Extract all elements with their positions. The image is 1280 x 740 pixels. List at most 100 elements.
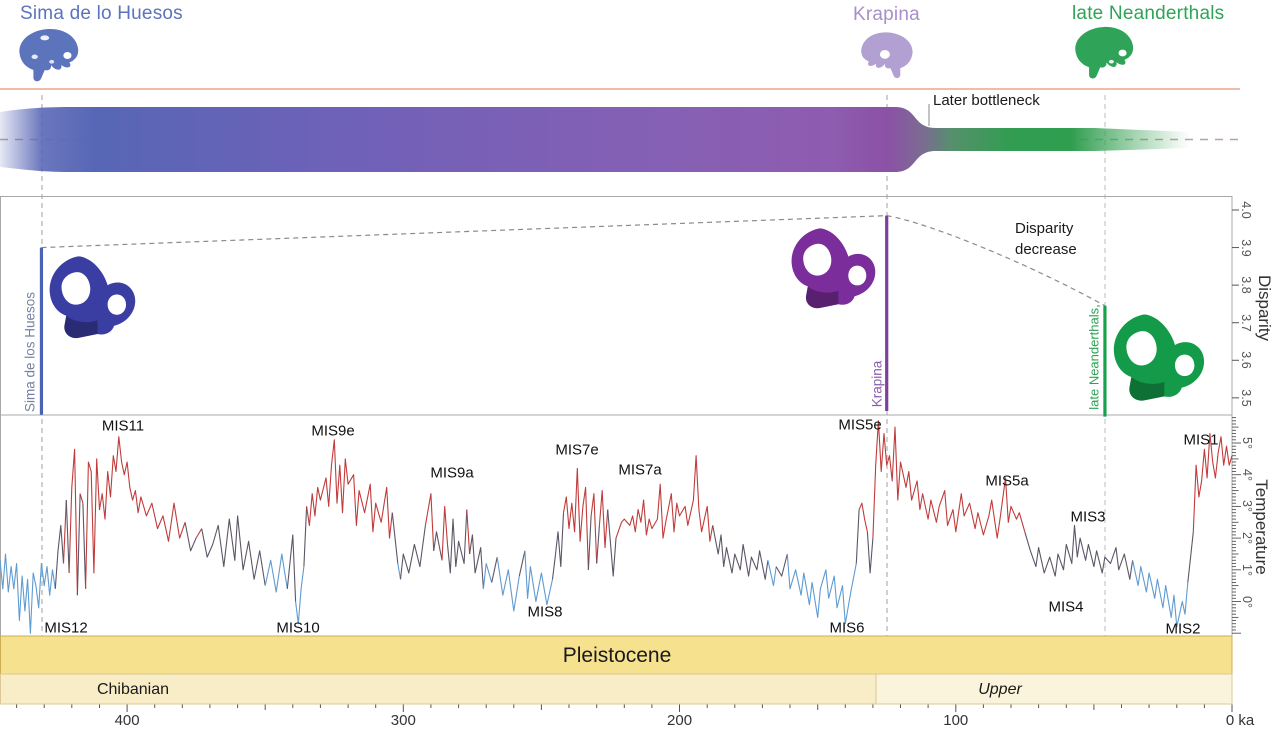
temperature-curve-segment [68, 448, 78, 596]
site-label-krapina: Krapina [869, 360, 885, 408]
mis-label-mis7a: MIS7a [618, 461, 662, 479]
temperature-curve-segment [786, 553, 857, 625]
mis-label-mis12: MIS12 [44, 619, 88, 637]
disparity-decrease-line2: decrease [1015, 241, 1077, 258]
mis-label-mis4: MIS4 [1048, 598, 1084, 616]
disparity-tick-label: 4.0 [1239, 201, 1253, 219]
temperature-curve-segment [855, 509, 860, 564]
temperature-curve-segment [596, 525, 600, 564]
labyrinth-late-neanderthal [1113, 314, 1205, 401]
header-label-sima: Sima de lo Huesos [20, 3, 183, 24]
header-label-krapina: Krapina [853, 4, 920, 25]
temperature-tick-label: 0° [1240, 595, 1254, 608]
temperature-curve-segment [0, 553, 56, 634]
temperature-curve-segment [295, 566, 305, 625]
skull-icon-late-neanderthal [1075, 26, 1135, 79]
age-axis-label: 100 [943, 712, 969, 729]
temperature-curve-segment [562, 467, 589, 570]
disparity-decrease-line1: Disparity [1015, 220, 1074, 237]
stage-band-right [875, 673, 1233, 705]
temperature-curve-segment [1024, 524, 1134, 580]
site-age-guides [41, 95, 1106, 636]
skull-icon-sima [19, 29, 80, 82]
temperature-curve-segment [524, 550, 554, 606]
disparity-tick-label: 3.9 [1239, 238, 1253, 257]
temperature-curve-segment [306, 439, 393, 539]
temperature-curve-segment [587, 515, 592, 570]
temperature-curve-segment [399, 525, 426, 580]
temperature-curve-segment [184, 522, 197, 552]
temperature-curve-segment [496, 557, 520, 612]
epoch-label: Pleistocene [562, 644, 672, 667]
mis-label-mis11: MIS11 [101, 417, 145, 435]
labyrinth-sima [49, 256, 136, 339]
temperature-curve-segment [54, 524, 65, 589]
temperature-curve-segment [872, 420, 1026, 539]
temperature-curve-segment [79, 493, 84, 504]
mis-label-mis10: MIS10 [276, 619, 320, 637]
temperature-curve-segment [858, 502, 868, 532]
temperature-curve-segment [775, 553, 788, 577]
mis-label-mis7e: MIS7e [555, 441, 599, 459]
temperature-curve-segment [201, 515, 266, 586]
temperature-curve-segment [62, 500, 67, 564]
age-axis-label: 300 [390, 712, 416, 729]
temperature-curve-segment [469, 534, 484, 589]
temperature-curve-segment [551, 512, 565, 580]
temperature-curve-segment [590, 493, 598, 564]
axis-ticks-layer [16, 209, 1241, 712]
mis-label-mis2: MIS2 [1165, 620, 1201, 638]
temperature-curve-segment [264, 553, 288, 593]
temperature-axis-title: Temperature [1252, 479, 1271, 575]
bottleneck-annotation: Later bottleneck [933, 92, 1040, 109]
temperature-curve-segment [82, 503, 87, 589]
temperature-curve-segment [712, 525, 769, 580]
stage-label-chibanian: Chibanian [96, 681, 170, 698]
temperature-tick-label: 2° [1240, 532, 1254, 545]
temperature-curve-segment [615, 455, 714, 542]
disparity-tick-label: 3.5 [1239, 389, 1253, 407]
temperature-tick-label: 4° [1240, 468, 1254, 481]
temperature-curve-segment [195, 528, 203, 539]
disparity-tick-label: 3.6 [1239, 351, 1253, 369]
mis-label-mis6: MIS6 [829, 619, 865, 637]
temperature-curve-segment [65, 500, 70, 574]
temperature-curve-segment [607, 509, 617, 577]
labyrinth-krapina [791, 228, 876, 309]
temperature-curve-segment [441, 505, 449, 561]
stage-label-upper: Upper [978, 681, 1022, 698]
temperature-tick-label: 1° [1240, 563, 1254, 576]
header-label-late-neanderthals: late Neanderthals [1072, 3, 1225, 24]
disparity-tick-label: 3.7 [1239, 314, 1253, 332]
age-axis-label: 200 [667, 712, 693, 729]
temperature-curve-segment [424, 493, 435, 551]
temperature-curve-segment [446, 509, 468, 574]
temperature-curve-segment [303, 506, 308, 567]
temperature-curve-segment [1192, 432, 1233, 532]
site-label-late-neanderthals: late Neanderthals, [1086, 304, 1102, 410]
temperature-curve-segment [491, 556, 498, 583]
age-axis-label: 400 [114, 712, 140, 729]
age-axis-label: 0 ka [1225, 712, 1255, 729]
disparity-connector-line [41, 215, 1106, 307]
mis-label-mis8: MIS8 [527, 603, 563, 621]
disparity-chart-layer [39, 215, 1107, 417]
temperature-tick-label: 3° [1240, 500, 1254, 513]
lineage-band [0, 107, 1190, 172]
mis-label-mis9e: MIS9e [311, 422, 355, 440]
mis-label-mis5e: MIS5e [838, 416, 882, 434]
mis-label-mis9a: MIS9a [430, 464, 474, 482]
temperature-curve-segment [433, 531, 443, 561]
temperature-curve-segment [482, 562, 493, 589]
mis-label-mis3: MIS3 [1070, 508, 1106, 526]
mis-label-mis5a: MIS5a [985, 472, 1029, 490]
temperature-curve-segment [466, 509, 471, 555]
temperature-tick-label: 5° [1240, 437, 1254, 449]
temperature-curve-segment [1187, 531, 1194, 583]
temperature-curve-segment [598, 490, 609, 549]
temperature-curve-segment [85, 436, 186, 589]
temperature-curve-segment [1132, 560, 1189, 628]
temperature-curve-segment [397, 563, 402, 580]
